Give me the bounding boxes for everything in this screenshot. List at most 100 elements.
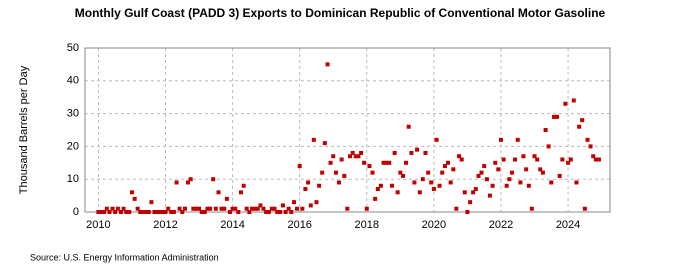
point — [479, 170, 484, 175]
point — [155, 210, 160, 214]
point — [113, 210, 118, 214]
point — [375, 187, 380, 192]
point — [426, 170, 431, 175]
point — [216, 190, 221, 195]
point — [157, 210, 162, 214]
point — [280, 203, 285, 208]
point — [110, 206, 115, 211]
point — [102, 210, 107, 214]
point — [582, 206, 587, 211]
point — [434, 137, 439, 142]
point — [498, 137, 503, 142]
point — [244, 206, 249, 211]
point — [471, 190, 476, 195]
point — [546, 144, 551, 149]
point — [395, 190, 400, 195]
point — [286, 206, 291, 211]
point — [378, 183, 383, 188]
point — [241, 183, 246, 188]
point — [269, 206, 274, 211]
x-tick-label: 2024 — [556, 219, 580, 231]
point — [266, 210, 271, 214]
point — [328, 160, 333, 165]
point — [504, 183, 509, 188]
point — [308, 203, 313, 208]
point — [535, 157, 540, 162]
point — [350, 150, 355, 155]
point — [202, 210, 207, 214]
y-tick-label: 50 — [67, 42, 79, 54]
point — [445, 160, 450, 165]
point — [345, 206, 350, 211]
point — [96, 210, 101, 214]
point — [333, 170, 338, 175]
point — [540, 170, 545, 175]
point — [261, 206, 266, 211]
x-tick-label: 2016 — [287, 219, 311, 231]
point — [144, 210, 149, 214]
point — [493, 160, 498, 165]
point — [219, 206, 224, 211]
point — [389, 183, 394, 188]
point — [300, 206, 305, 211]
y-tick-label: 0 — [73, 206, 79, 218]
point — [420, 177, 425, 182]
point — [585, 137, 590, 142]
point — [543, 128, 548, 132]
point — [353, 154, 358, 159]
point — [538, 167, 543, 172]
point — [169, 210, 174, 214]
point — [149, 200, 154, 205]
point — [563, 101, 568, 106]
point — [297, 164, 302, 169]
point — [295, 206, 300, 211]
point — [465, 210, 470, 214]
point — [336, 180, 341, 185]
point — [518, 180, 523, 185]
point — [364, 206, 369, 211]
point — [404, 160, 409, 165]
point — [571, 98, 576, 103]
point — [454, 206, 459, 211]
point — [398, 170, 403, 175]
point — [437, 183, 442, 188]
point — [194, 206, 199, 211]
point — [342, 173, 347, 178]
x-tick-label: 2012 — [153, 219, 177, 231]
point — [166, 206, 171, 211]
point — [250, 206, 255, 211]
point — [129, 190, 134, 195]
point — [182, 206, 187, 211]
point — [289, 210, 294, 214]
point — [532, 154, 537, 159]
point — [591, 154, 596, 159]
point — [127, 210, 132, 214]
point — [557, 173, 562, 178]
point — [442, 164, 447, 169]
point — [526, 183, 531, 188]
point — [121, 206, 126, 211]
point — [146, 210, 151, 214]
chart-title: Monthly Gulf Coast (PADD 3) Exports to D… — [75, 6, 606, 20]
point — [325, 62, 330, 67]
point — [373, 196, 378, 201]
point — [577, 124, 582, 129]
point — [199, 210, 204, 214]
point — [580, 118, 585, 123]
point — [132, 196, 137, 201]
point — [247, 210, 252, 214]
y-tick-label: 40 — [67, 75, 79, 87]
point — [185, 180, 190, 185]
point — [115, 206, 120, 211]
point — [415, 147, 420, 152]
point — [320, 170, 325, 175]
point — [429, 180, 434, 185]
y-tick-label: 30 — [67, 108, 79, 120]
point — [171, 210, 176, 214]
point — [417, 190, 422, 195]
point — [211, 177, 216, 182]
point — [473, 187, 478, 192]
point — [529, 206, 534, 211]
point — [141, 210, 146, 214]
point — [339, 157, 344, 162]
